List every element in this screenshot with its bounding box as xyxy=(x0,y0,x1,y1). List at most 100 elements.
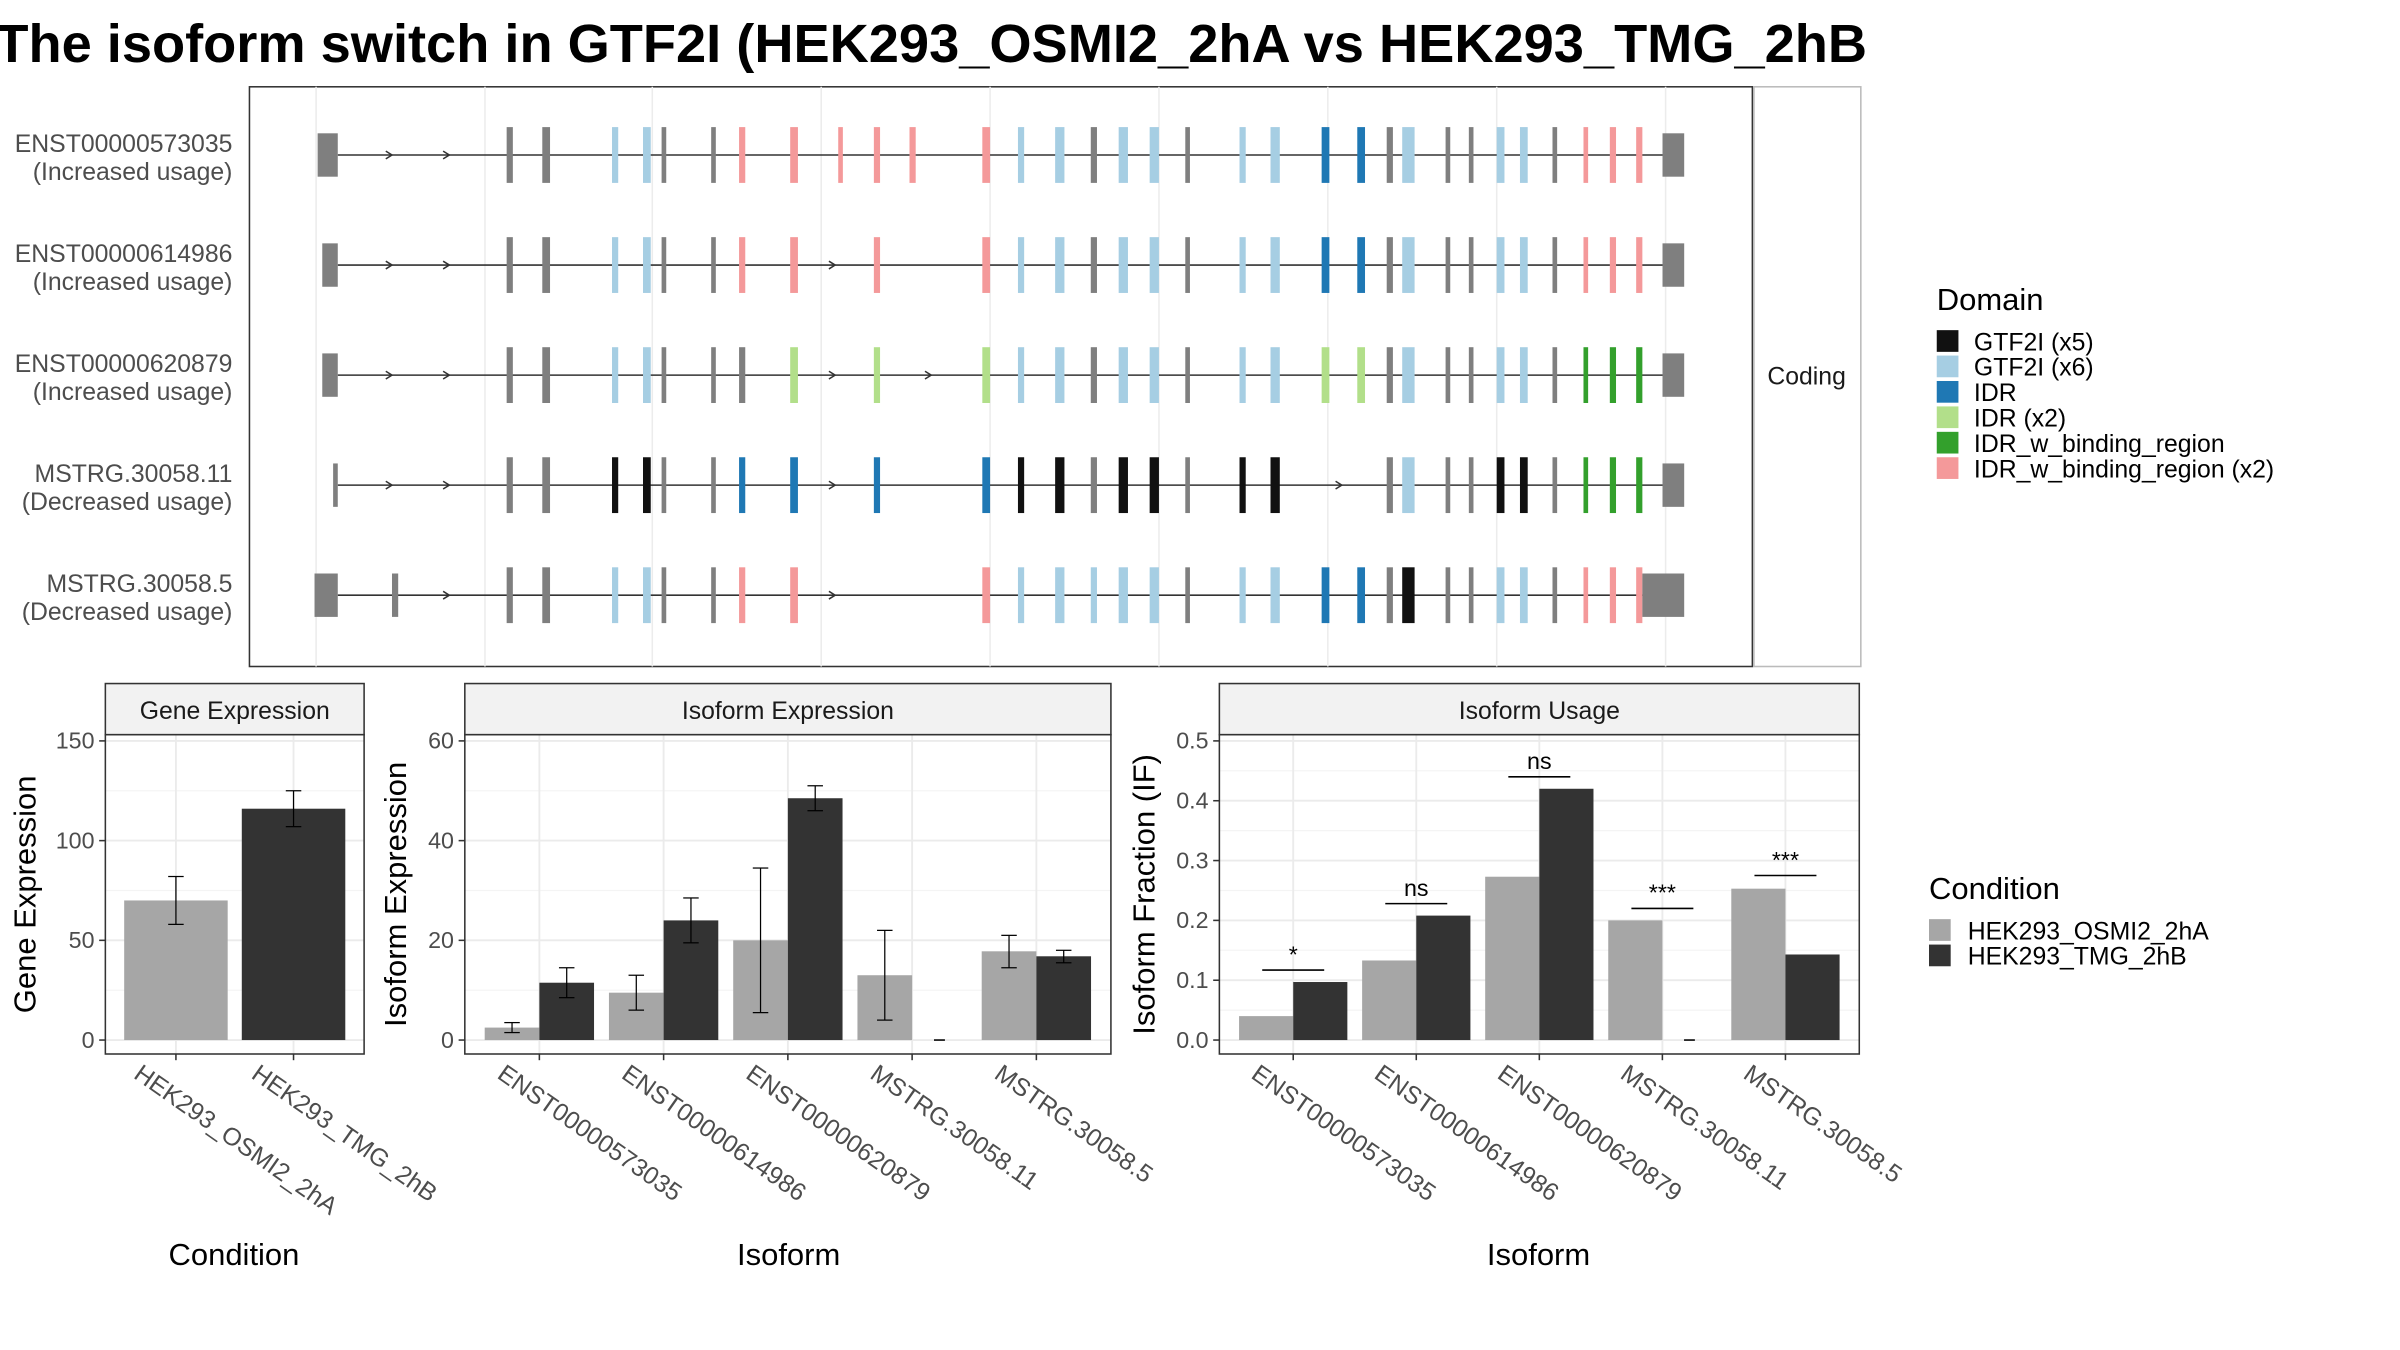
exon-idr-w-binding-region-x2 xyxy=(873,127,881,183)
strand-arrow xyxy=(828,590,837,600)
bar xyxy=(1036,956,1092,1041)
exon-gtf2i-x6 xyxy=(1239,237,1246,293)
domain-legend-item: GTF2I (x5) xyxy=(1936,329,2094,356)
error-bar xyxy=(683,897,699,944)
significance-markers: * ns ns *** *** xyxy=(1262,748,1817,971)
coding-strip xyxy=(1753,86,1862,668)
exon-none xyxy=(1445,457,1451,514)
exon-gtf2i-x6 xyxy=(1118,567,1128,624)
isoform-label-1: ENST00000573035(Increased usage) xyxy=(15,131,233,186)
exon-idr-w-binding-region-x2 xyxy=(739,127,746,183)
y-axis-ticks: 0 20 40 60 xyxy=(428,728,465,1053)
exon-idr xyxy=(790,457,798,514)
y-tick-label: 0.0 xyxy=(1176,1027,1208,1053)
domain-legend-label: IDR (x2) xyxy=(1974,406,2066,433)
exon-idr-w-binding-region-x2 xyxy=(1636,567,1643,624)
domain-legend-item: IDR (x2) xyxy=(1936,406,2066,433)
exon-gtf2i-x5 xyxy=(1519,457,1528,514)
exon-idr-w-binding-region xyxy=(1609,347,1617,403)
domain-legend-label: IDR_w_binding_region xyxy=(1974,431,2225,458)
exon-none xyxy=(1386,237,1393,293)
exon-gtf2i-x6 xyxy=(643,347,651,403)
exon-none xyxy=(711,457,716,514)
y-axis-ticks: 0.0 0.1 0.2 0.3 0.4 0.5 xyxy=(1176,728,1220,1053)
y-tick-label: 0.5 xyxy=(1176,728,1208,754)
exon-gtf2i-x6 xyxy=(1519,237,1528,293)
exon-utr xyxy=(333,463,338,507)
exon-idr-w-binding-region-x2 xyxy=(790,567,798,624)
exon-gtf2i-x6 xyxy=(1149,567,1159,624)
isoform-id: MSTRG.30058.5 xyxy=(46,571,232,598)
domain-legend-label: IDR xyxy=(1974,380,2017,407)
strand-arrow xyxy=(828,480,837,490)
x-axis-ticks: ENST00000573035ENST00000614986ENST000006… xyxy=(493,1053,1157,1207)
error-bar xyxy=(807,785,823,812)
exon-idr-w-binding-region-x2 xyxy=(1609,237,1617,293)
isoform-usage-note: (Decreased usage) xyxy=(22,599,233,626)
exon-none xyxy=(739,347,746,403)
isoform-id: ENST00000620879 xyxy=(15,351,233,378)
bar xyxy=(1608,920,1663,1041)
exon-gtf2i-x6 xyxy=(1017,567,1025,624)
condition-legend-title: Condition xyxy=(1929,871,2060,906)
exon-gtf2i-x6 xyxy=(1270,127,1280,183)
y-tick-label: 0 xyxy=(441,1027,454,1053)
x-axis-title: Isoform xyxy=(737,1237,840,1272)
isoform-id: ENST00000573035 xyxy=(15,131,233,158)
panel-title: Isoform Usage xyxy=(1459,698,1620,725)
domain-legend-item: IDR_w_binding_region (x2) xyxy=(1936,456,2274,483)
y-axis-ticks: 0 50 100 150 xyxy=(56,728,106,1053)
exon-utr xyxy=(1642,573,1685,617)
exon-idr-w-binding-region xyxy=(1609,457,1617,514)
bar xyxy=(1785,954,1840,1041)
domain-legend-item: IDR xyxy=(1936,380,2017,407)
exon-gtf2i-x6 xyxy=(1055,567,1065,624)
exon-gtf2i-x6 xyxy=(1149,237,1159,293)
y-tick-label: 20 xyxy=(428,927,454,953)
isoform-tracks xyxy=(314,127,1685,624)
exon-gtf2i-x6 xyxy=(1090,567,1097,624)
isoform-expression-panel: Isoform Expression 0 20 40 60 ENST00000573035… xyxy=(378,682,1157,1272)
y-axis-title: Gene Expression xyxy=(8,775,43,1013)
strand-arrow xyxy=(385,150,394,160)
exon-none xyxy=(1185,237,1190,293)
domain-legend-swatch xyxy=(1936,355,1959,378)
isoform-structure-panel: Coding ENST00000573035(Increased usage)E… xyxy=(15,86,1862,668)
domain-legend-item: GTF2I (x6) xyxy=(1936,355,2094,382)
exon-idr-w-binding-region-x2 xyxy=(739,567,746,624)
exon-none xyxy=(1468,127,1474,183)
exon-gtf2i-x6 xyxy=(1402,237,1415,293)
domain-legend-swatch xyxy=(1936,457,1959,479)
condition-legend-label: HEK293_TMG_2hB xyxy=(1968,944,2187,971)
exon-utr xyxy=(1662,133,1685,177)
exon-utr xyxy=(322,243,338,287)
exon-idr-w-binding-region-x2 xyxy=(790,237,798,293)
exon-none xyxy=(1552,567,1558,624)
exon-none xyxy=(661,237,667,293)
strand-arrow xyxy=(442,370,451,380)
exon-none xyxy=(1552,237,1558,293)
isoform-usage-note: (Increased usage) xyxy=(33,159,233,186)
y-tick-label: 0.3 xyxy=(1176,847,1208,873)
exon-gtf2i-x6 xyxy=(612,347,619,403)
strand-arrow xyxy=(828,370,837,380)
exon-none xyxy=(1445,347,1451,403)
exon-none xyxy=(1185,457,1190,514)
exon-gtf2i-x6 xyxy=(1496,347,1505,403)
isoform-track-4 xyxy=(333,457,1685,514)
y-tick-label: 0.1 xyxy=(1176,967,1208,993)
isoform-id: ENST00000614986 xyxy=(15,241,233,268)
y-tick-label: 0.2 xyxy=(1176,907,1208,933)
isoform-label-5: MSTRG.30058.5(Decreased usage) xyxy=(22,571,233,626)
bar xyxy=(1239,1016,1294,1041)
error-bar xyxy=(752,867,769,1014)
error-bar xyxy=(628,974,645,1011)
bar xyxy=(241,808,346,1041)
exon-idr xyxy=(982,457,991,514)
figure-title: The isoform switch in GTF2I (HEK293_OSMI… xyxy=(0,14,1867,74)
exon-none xyxy=(1445,237,1451,293)
exon-utr xyxy=(1662,463,1685,507)
